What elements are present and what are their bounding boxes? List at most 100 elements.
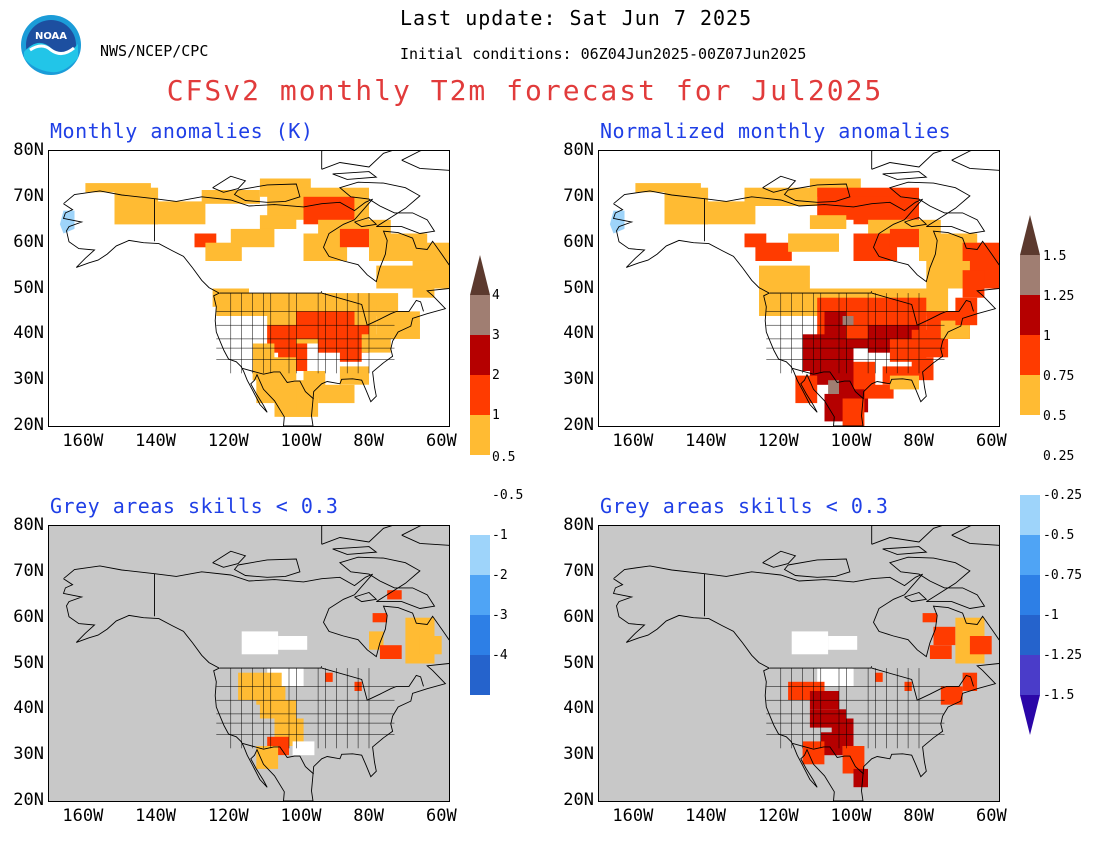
lon-tick-label: 120W [757, 806, 799, 826]
border-line [791, 742, 864, 775]
island-outline [871, 526, 943, 545]
colorbar-tick-label: 1 [1043, 329, 1051, 344]
lon-tick-label: 120W [757, 431, 799, 451]
lat-tick-label: 60N [13, 231, 44, 252]
colorbar-segment [1020, 335, 1040, 375]
border-line [871, 292, 974, 326]
lat-tick-label: 60N [13, 606, 44, 627]
colorbar-segment [1020, 295, 1040, 335]
anomaly-cell [809, 215, 847, 229]
colorbar-tick-label: -0.25 [1043, 488, 1083, 503]
anomaly-cell [292, 741, 315, 756]
island-outline [783, 183, 851, 203]
colorbar-segment [1020, 575, 1040, 615]
lon-tick-label: 60W [976, 431, 1007, 451]
colorbar-tick-label: 4 [492, 288, 500, 303]
lat-tick-label: 30N [563, 744, 594, 765]
noaa-logo: NOAA [20, 14, 82, 76]
island-outline [882, 546, 928, 555]
anomaly-cell [372, 613, 388, 623]
colorbar-tick-label: -1 [492, 528, 508, 543]
colorbar-tick-label: 0.25 [1043, 449, 1075, 464]
island-outline [332, 171, 378, 180]
colorbar-arrow-bottom [1020, 695, 1040, 735]
map-background [599, 526, 999, 801]
colorbar-tick-label: -3 [492, 608, 508, 623]
anomaly-cell [303, 233, 348, 261]
anomaly-cell [929, 645, 952, 659]
anomaly-cell [259, 700, 297, 719]
lat-tick-label: 30N [13, 744, 44, 765]
anomaly-cell [325, 672, 333, 682]
coastline-layer [62, 151, 449, 426]
anomaly-cell [824, 393, 847, 422]
colorbar-tick-label: 3 [492, 328, 500, 343]
border-line [321, 667, 424, 701]
colorbar-tick-label: -0.75 [1043, 568, 1083, 583]
lat-tick-label: 70N [563, 560, 594, 581]
colorbar-segment [1020, 495, 1040, 535]
colorbar-segment [1020, 255, 1040, 295]
island-outline [338, 556, 436, 609]
anomaly-cell [828, 380, 839, 394]
island-outline [888, 181, 986, 234]
panel-title-normalized: Normalized monthly anomalies [600, 119, 952, 143]
anomaly-cell [114, 187, 159, 225]
lon-tick-label: 160W [612, 806, 654, 826]
island-outline [904, 591, 928, 603]
anomaly-cell [303, 196, 355, 225]
lat-tick-label: 50N [13, 652, 44, 673]
anomaly-cell [842, 746, 865, 774]
coastline-layer [62, 526, 449, 801]
anomaly-cell [889, 228, 919, 248]
colorbar-segment [1020, 535, 1040, 575]
lon-tick-label: 160W [62, 806, 104, 826]
cold-anomaly-cell [609, 210, 625, 234]
initial-conditions: Initial conditions: 06Z04Jun2025-00Z07Ju… [400, 45, 807, 63]
border-line [871, 667, 974, 701]
lon-tick-label: 140W [685, 806, 727, 826]
lon-tick-label: 140W [135, 431, 177, 451]
island-outline [212, 175, 247, 193]
anomaly-cell [274, 389, 297, 417]
anomaly-cell [339, 343, 362, 362]
anomaly-cell [842, 316, 854, 326]
anomaly-cell [230, 228, 275, 248]
colorbar-segment [1020, 615, 1040, 655]
anomaly-cell [744, 187, 818, 206]
colorbar-segment [1020, 415, 1040, 495]
island-outline [332, 546, 378, 555]
lat-tick-label: 50N [563, 652, 594, 673]
anomaly-cell [318, 384, 355, 404]
anomaly-cell [911, 357, 934, 381]
colorbar-segment [1020, 655, 1040, 695]
coastline [612, 190, 999, 426]
island-outline [338, 181, 436, 234]
anomaly-cell [962, 672, 978, 691]
lon-tick-label: 140W [135, 806, 177, 826]
anomaly-cell [205, 242, 242, 261]
anomaly-cell [933, 626, 956, 646]
anomaly-cell [369, 631, 384, 650]
panel-title-skill-left: Grey areas skills < 0.3 [50, 494, 339, 518]
panel-title-skill-right: Grey areas skills < 0.3 [600, 494, 889, 518]
island-outline [233, 183, 301, 203]
colorbar-tick-label: -1.25 [1043, 648, 1083, 663]
colorbar-segment [470, 655, 490, 695]
map-normalized-skill [598, 525, 1000, 802]
lat-tick-label: 80N [563, 140, 594, 160]
lon-tick-label: 100W [830, 806, 872, 826]
lon-tick-label: 160W [612, 431, 654, 451]
island-outline [783, 558, 851, 578]
anomaly-cell [664, 187, 709, 225]
anomaly-cell [387, 590, 402, 600]
colorbar-arrow-top [1020, 215, 1040, 255]
colorbar-tick-label: -1.5 [1043, 688, 1075, 703]
lat-tick-label: 30N [563, 369, 594, 390]
anomaly-cell [704, 201, 756, 225]
lat-tick-label: 80N [13, 515, 44, 535]
anomaly-cell [875, 672, 883, 682]
lat-tick-label: 50N [563, 277, 594, 298]
colorbar-segment [470, 295, 490, 335]
colorbar-tick-label: -0.5 [492, 488, 524, 503]
